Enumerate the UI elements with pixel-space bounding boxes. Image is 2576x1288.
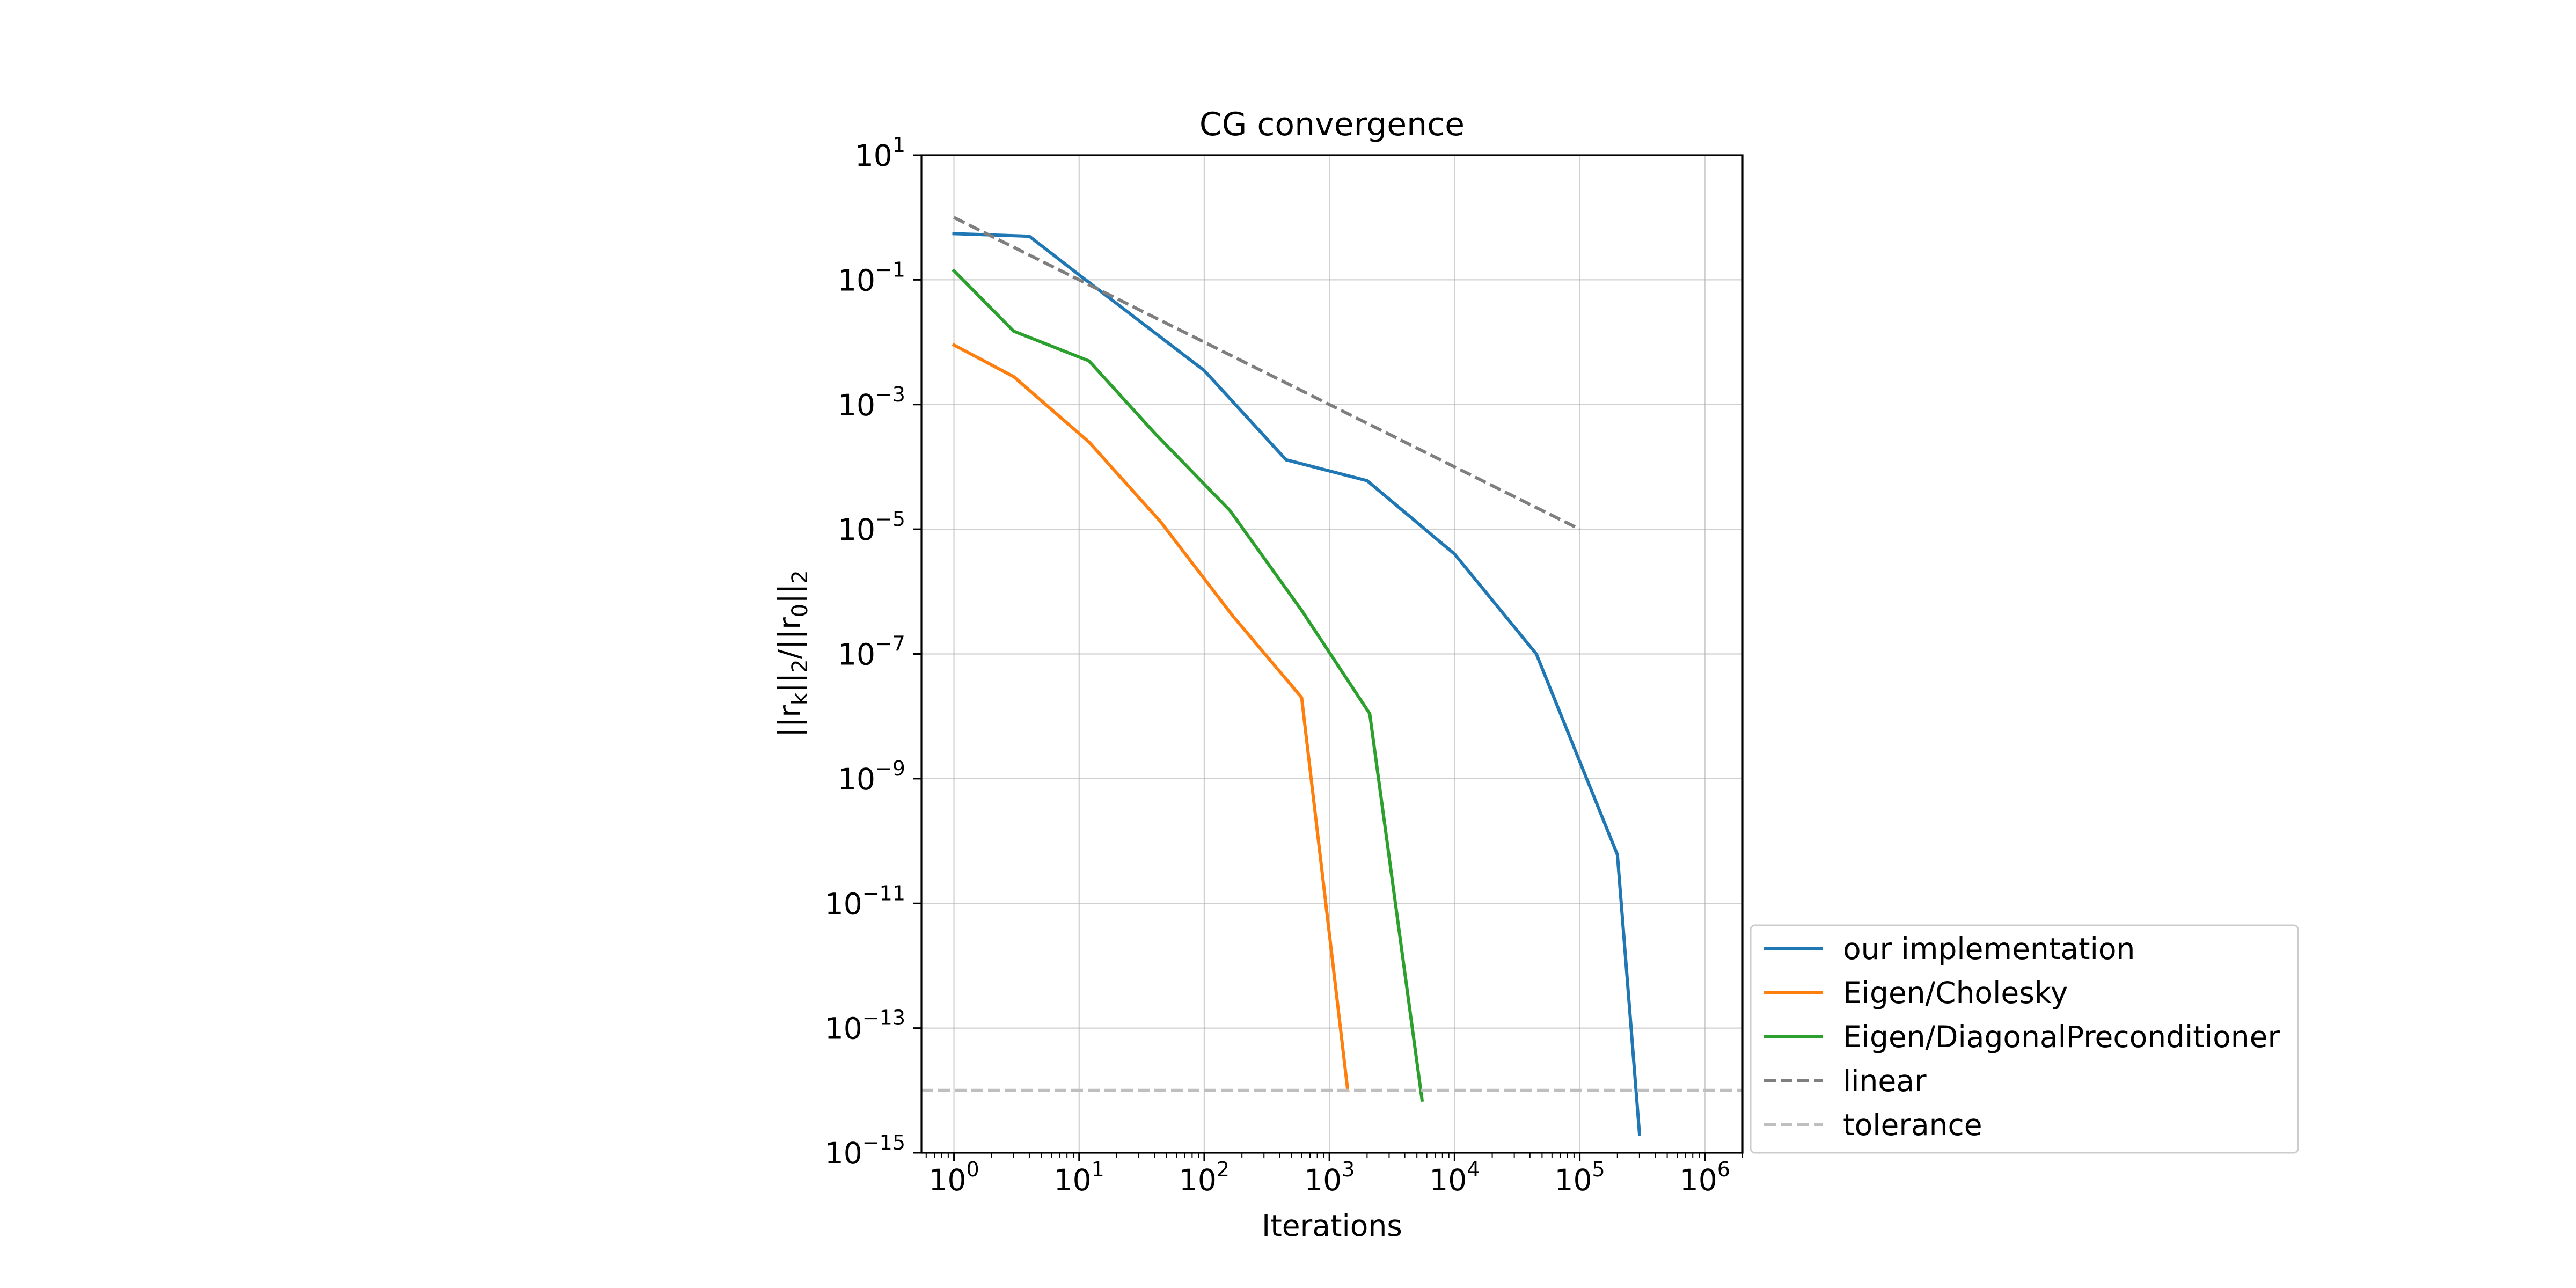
legend-label: Eigen/DiagonalPreconditioner (1843, 1020, 2280, 1054)
legend: our implementation Eigen/Cholesky Eigen/Di… (1750, 924, 2299, 1154)
legend-box (1750, 924, 2299, 1154)
y-axis-label: ||rk||2/||r0||2 (772, 570, 813, 737)
x-tick-label: 101 (1054, 1158, 1104, 1197)
y-tick-label: 10−11 (825, 881, 905, 921)
x-tick-label: 106 (1680, 1158, 1730, 1197)
x-tick-label: 100 (928, 1158, 979, 1197)
chart-title: CG convergence (1199, 106, 1465, 143)
legend-label: tolerance (1843, 1108, 1982, 1142)
legend-label: our implementation (1843, 932, 2135, 966)
legend-label: Eigen/Cholesky (1843, 976, 2068, 1010)
series-line-1 (952, 342, 1350, 1093)
y-tick-label: 10−15 (825, 1131, 905, 1170)
x-tick-label: 105 (1554, 1158, 1605, 1197)
x-tick-label: 104 (1429, 1158, 1480, 1197)
series-line-0 (952, 232, 1642, 1136)
y-tick-label: 10−7 (838, 632, 905, 672)
y-tick-label: 10−5 (838, 507, 905, 547)
y-tick-label: 10−13 (825, 1006, 905, 1046)
x-tick-label: 102 (1179, 1158, 1230, 1197)
series-line-3 (953, 216, 1580, 531)
x-axis-label: Iterations (1262, 1209, 1402, 1243)
series-line-2 (952, 268, 1424, 1102)
y-tick-label: 10−3 (838, 383, 905, 422)
y-tick-label: 10−9 (838, 757, 905, 796)
x-tick-label: 103 (1304, 1158, 1355, 1197)
y-tick-label: 10−1 (838, 258, 905, 297)
axis-ticks: 100 101 102 103 104 105 106 101 10−1 10−3 10−5 10−7… (825, 133, 1743, 1197)
series-lines (921, 216, 1743, 1136)
legend-label: linear (1843, 1064, 1927, 1098)
y-tick-label: 101 (855, 133, 905, 173)
